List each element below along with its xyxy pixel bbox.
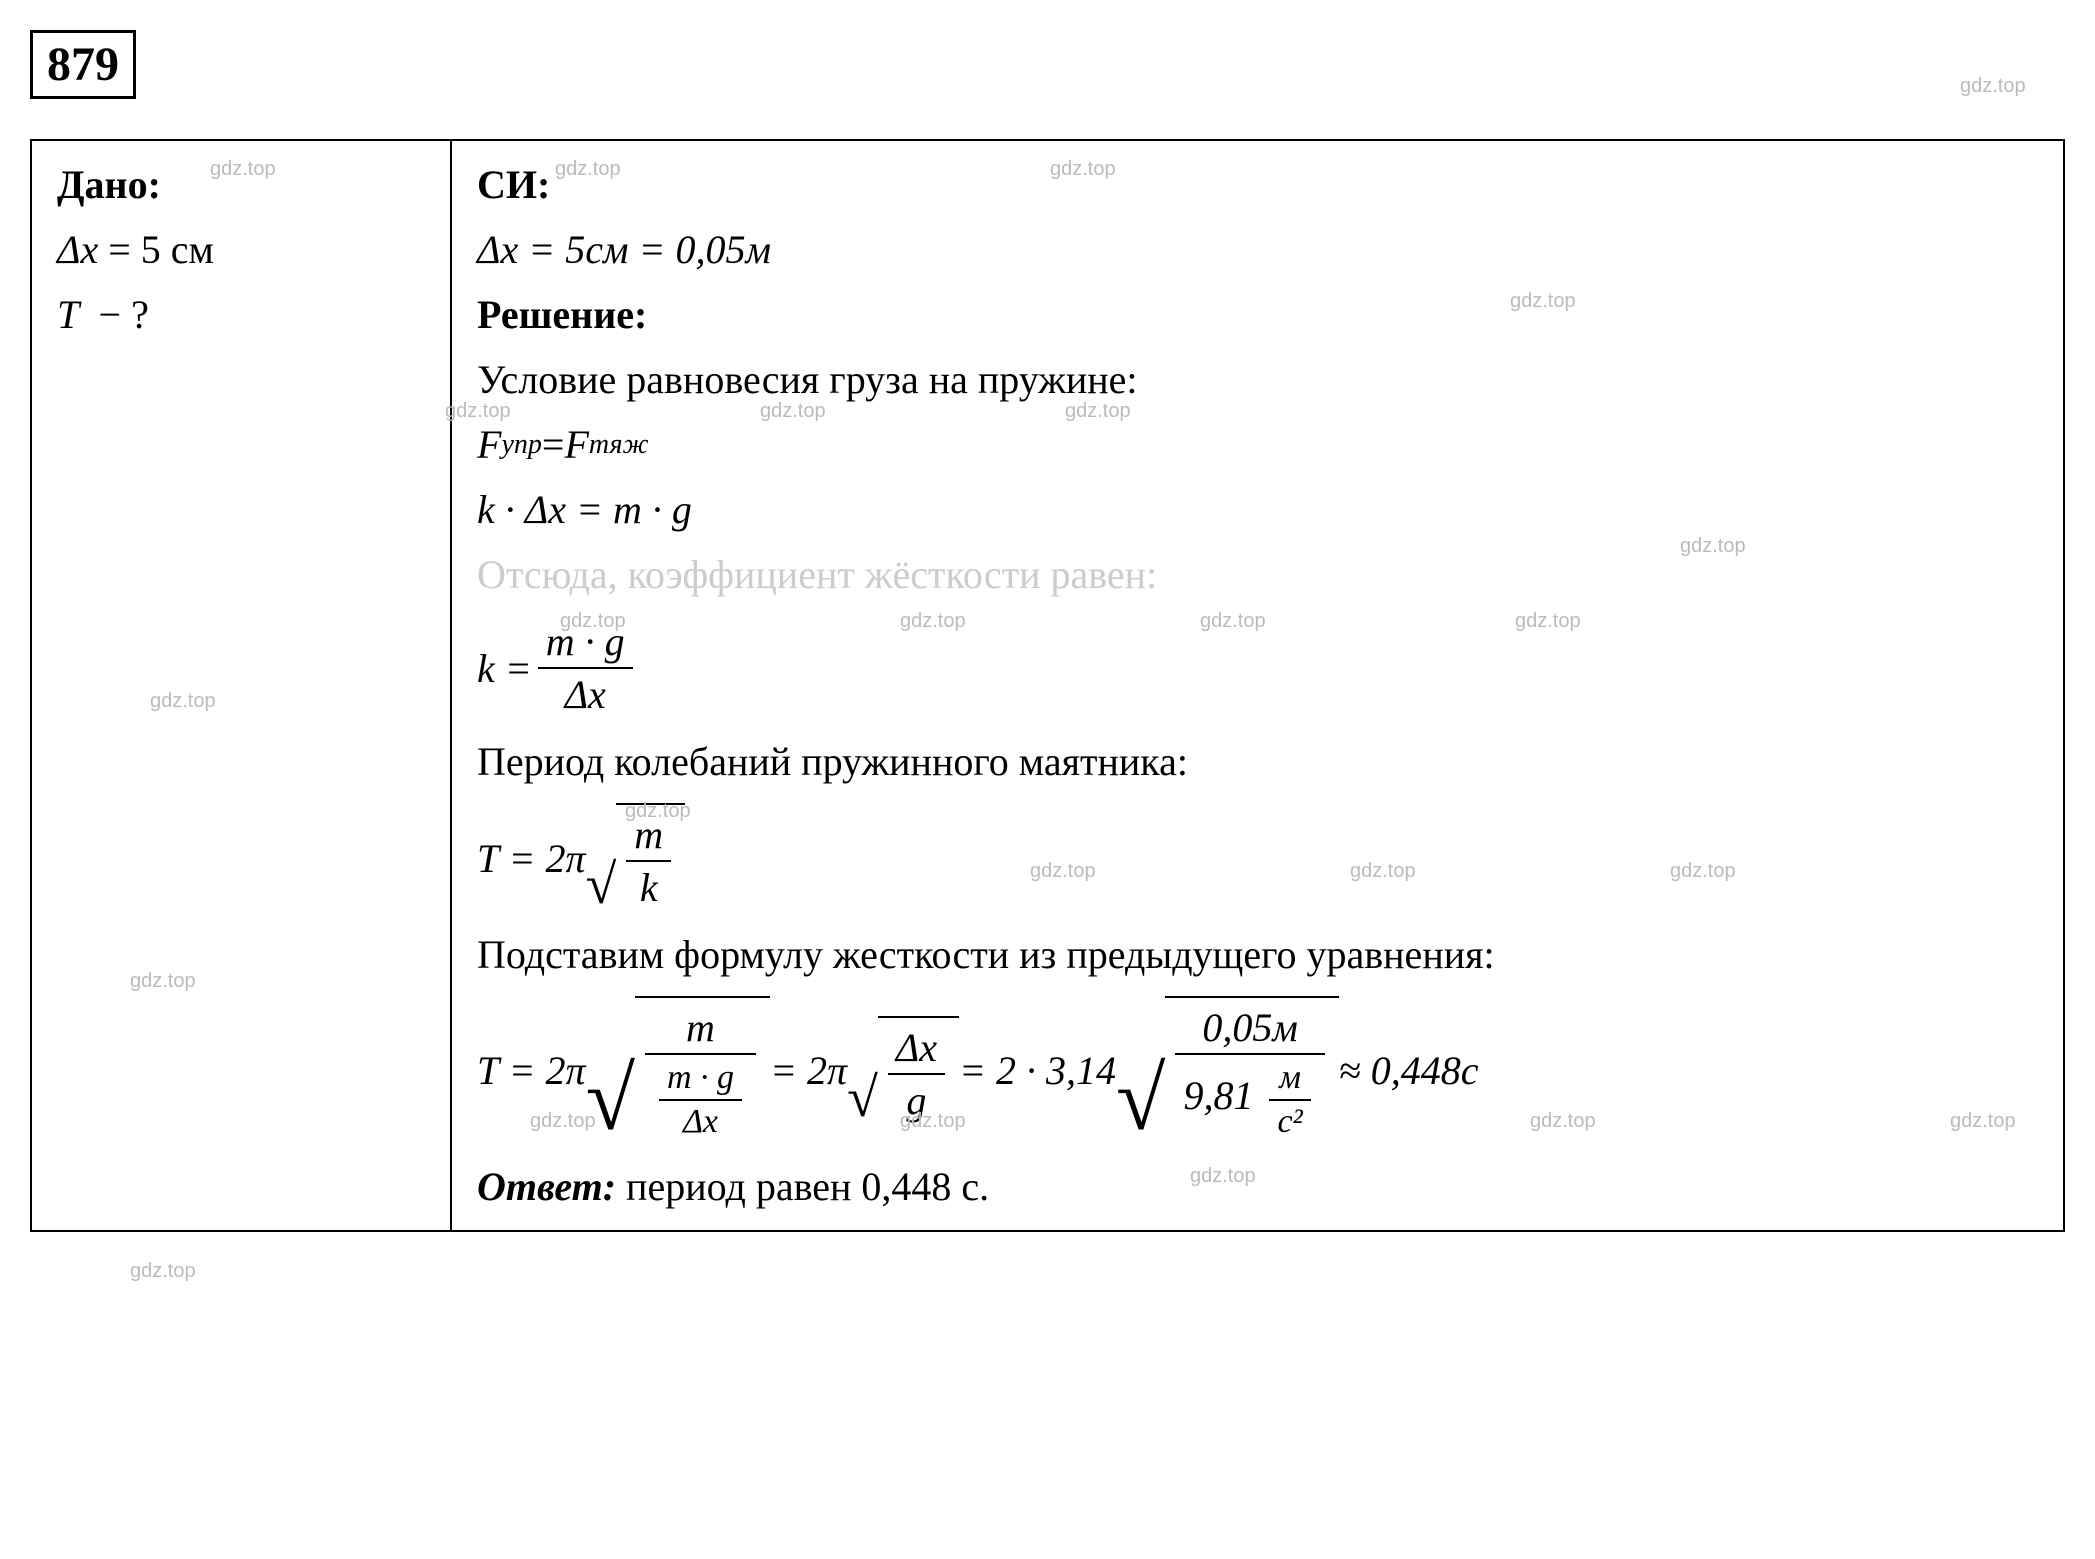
given-column: Дано: Δx = 5 см T − ? <box>31 140 451 1231</box>
eq-force-balance: Fупр = Fтяж <box>477 421 2038 468</box>
si-line: Δx = 5см = 0,05м <box>477 226 2038 273</box>
eq-final-calculation: T = 2π √ m m · g Δx <box>477 996 2038 1145</box>
eq-k-dx: k · Δx = m · g <box>477 486 2038 533</box>
text-stiffness-faded: Отсюда, коэффициент жёсткости равен: <box>477 551 2038 598</box>
eq-period-formula: T = 2π √ m k <box>477 803 2038 913</box>
given-header: Дано: <box>57 161 425 208</box>
given-line-2: T − ? <box>57 291 425 338</box>
solution-table: Дано: Δx = 5 см T − ? СИ: Δx = 5см = 0,0… <box>30 139 2065 1232</box>
given-line-1: Δx = 5 см <box>57 226 425 273</box>
watermark: gdz.top <box>1960 75 2026 98</box>
watermark: gdz.top <box>130 1260 196 1283</box>
text-equilibrium: Условие равновесия груза на пружине: <box>477 356 2038 403</box>
problem-number: 879 <box>30 30 136 99</box>
solution-header: Решение: <box>477 291 2038 338</box>
si-header: СИ: <box>477 161 2038 208</box>
text-period: Период колебаний пружинного маятника: <box>477 738 2038 785</box>
answer-line: Ответ: период равен 0,448 с. <box>477 1163 2038 1210</box>
eq-k-formula: k = m · g Δx <box>477 616 2038 720</box>
solution-column: СИ: Δx = 5см = 0,05м Решение: Условие ра… <box>451 140 2064 1231</box>
text-substitute: Подставим формулу жесткости из предыдуще… <box>477 931 2038 978</box>
